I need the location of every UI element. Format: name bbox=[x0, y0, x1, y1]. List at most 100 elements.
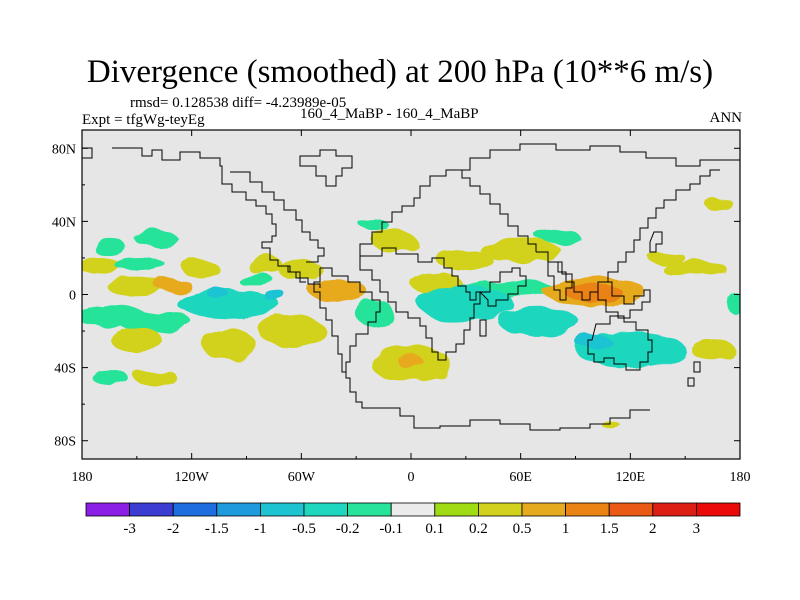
colorbar-swatch bbox=[259, 502, 305, 517]
field-blob bbox=[370, 228, 415, 251]
colorbar-label: -0.1 bbox=[379, 521, 403, 537]
lon-tick-label: 0 bbox=[408, 470, 415, 485]
lon-tick-label: 120W bbox=[175, 470, 210, 485]
lon-tick-label: 180 bbox=[730, 470, 751, 485]
field-blob bbox=[200, 329, 256, 359]
colorbar-label: -1 bbox=[254, 521, 267, 537]
colorbar-label: -0.5 bbox=[292, 521, 316, 537]
field-blob bbox=[359, 219, 389, 231]
field-blob bbox=[438, 250, 494, 273]
colorbar-label: -1.5 bbox=[205, 521, 229, 537]
field-blob bbox=[279, 259, 324, 282]
colorbar-swatch bbox=[521, 502, 566, 517]
lat-tick-label: 80N bbox=[52, 142, 76, 157]
lat-tick-label: 80S bbox=[54, 435, 76, 450]
field-blob bbox=[182, 259, 220, 278]
colorbar-label: -3 bbox=[123, 521, 136, 537]
rmsd-text: rmsd= 0.128538 diff= -4.23989e-05 bbox=[130, 95, 347, 111]
coastline-africa bbox=[359, 247, 481, 361]
colorbar-label: 1 bbox=[562, 521, 570, 537]
field-blob bbox=[107, 278, 166, 297]
colorbar-swatch bbox=[696, 502, 741, 517]
coastlines bbox=[82, 143, 740, 431]
lon-tick-label: 120E bbox=[616, 470, 646, 485]
field-blob bbox=[246, 256, 284, 275]
coastline-greenland bbox=[299, 149, 353, 187]
coastline-se-asia bbox=[597, 281, 651, 319]
field-blob bbox=[661, 261, 728, 277]
experiment-text: Expt = tfgWg-teyEg bbox=[82, 112, 205, 128]
field-blob bbox=[262, 289, 285, 300]
field-blob bbox=[418, 285, 514, 322]
colorbar-swatch bbox=[390, 502, 436, 517]
colorbar-swatch bbox=[172, 502, 218, 517]
divergence-field bbox=[82, 197, 740, 430]
field-blob bbox=[208, 289, 231, 300]
colorbar-swatch bbox=[303, 502, 348, 517]
coastline-india bbox=[547, 261, 573, 301]
coastline-madagascar bbox=[479, 319, 487, 337]
field-blob bbox=[118, 310, 192, 333]
field-blob bbox=[259, 314, 326, 348]
coastline-japan bbox=[649, 231, 663, 253]
field-blob bbox=[114, 258, 167, 273]
field-blob bbox=[93, 237, 126, 257]
colorbar-swatch bbox=[652, 502, 697, 517]
coastline-australia bbox=[587, 315, 653, 371]
case-text: 160_4_MaBP - 160_4_MaBP bbox=[300, 106, 479, 122]
lon-tick-label: 60W bbox=[288, 470, 316, 485]
colorbar-label: 0.5 bbox=[513, 521, 532, 537]
field-blob bbox=[575, 334, 613, 350]
colorbar-swatch bbox=[477, 502, 523, 517]
coastline-asia bbox=[446, 143, 740, 301]
field-blob bbox=[177, 289, 280, 319]
field-blob bbox=[82, 258, 123, 277]
colorbar-label: 0.1 bbox=[425, 521, 444, 537]
field-blob bbox=[308, 279, 368, 302]
season-text: ANN bbox=[709, 110, 743, 126]
colorbar-swatch bbox=[85, 502, 130, 517]
colorbar-label: -0.2 bbox=[336, 521, 360, 537]
field-blob bbox=[133, 230, 178, 246]
colorbar: -3 -2 -1.5 -1 -0.5 -0.2 -0.1 0.1 0.2 0.5 1 1.5 2 3 bbox=[85, 502, 741, 537]
plot-title: Divergence (smoothed) at 200 hPa (10**6 … bbox=[86, 54, 714, 90]
colorbar-label: -2 bbox=[167, 521, 180, 537]
field-blob bbox=[111, 327, 163, 354]
field-blob bbox=[703, 197, 733, 209]
field-blob bbox=[91, 369, 128, 385]
colorbar-label: 1.5 bbox=[600, 521, 619, 537]
field-blob bbox=[133, 369, 178, 385]
lat-tick-label: 40S bbox=[54, 362, 76, 377]
colorbar-swatch bbox=[347, 502, 392, 517]
field-blob bbox=[648, 250, 686, 266]
field-blob bbox=[155, 278, 192, 293]
field-blob bbox=[480, 239, 561, 262]
field-blob bbox=[237, 274, 274, 286]
colorbar-swatch bbox=[216, 502, 261, 517]
map-axes: 180 120W 60W 0 60E 120E 180 80N 40N 0 40S 80S bbox=[52, 130, 751, 485]
field-blob bbox=[498, 307, 580, 337]
coastline-hudson bbox=[230, 171, 325, 263]
colorbar-swatch bbox=[129, 502, 174, 517]
field-blob bbox=[535, 228, 580, 244]
field-blob bbox=[398, 354, 424, 370]
colorbar-swatch bbox=[434, 502, 479, 517]
colorbar-label: 2 bbox=[649, 521, 657, 537]
coastline-antarctica bbox=[386, 407, 650, 431]
coastline-south-america bbox=[313, 267, 386, 409]
field-blob bbox=[690, 338, 735, 361]
colorbar-label: 0.2 bbox=[469, 521, 488, 537]
colorbar-label: 3 bbox=[693, 521, 701, 537]
field-blob bbox=[727, 292, 740, 315]
coastline-arabia bbox=[478, 267, 527, 307]
coastline-new-zealand bbox=[687, 361, 701, 387]
field-blob bbox=[564, 283, 623, 302]
coastline-central-america bbox=[278, 265, 321, 288]
lat-tick-label: 40N bbox=[52, 215, 76, 230]
lon-tick-label: 60E bbox=[509, 470, 532, 485]
colorbar-swatch bbox=[608, 502, 654, 517]
lat-tick-label: 0 bbox=[69, 289, 76, 304]
lon-tick-label: 180 bbox=[72, 470, 93, 485]
field-blob bbox=[356, 298, 393, 328]
